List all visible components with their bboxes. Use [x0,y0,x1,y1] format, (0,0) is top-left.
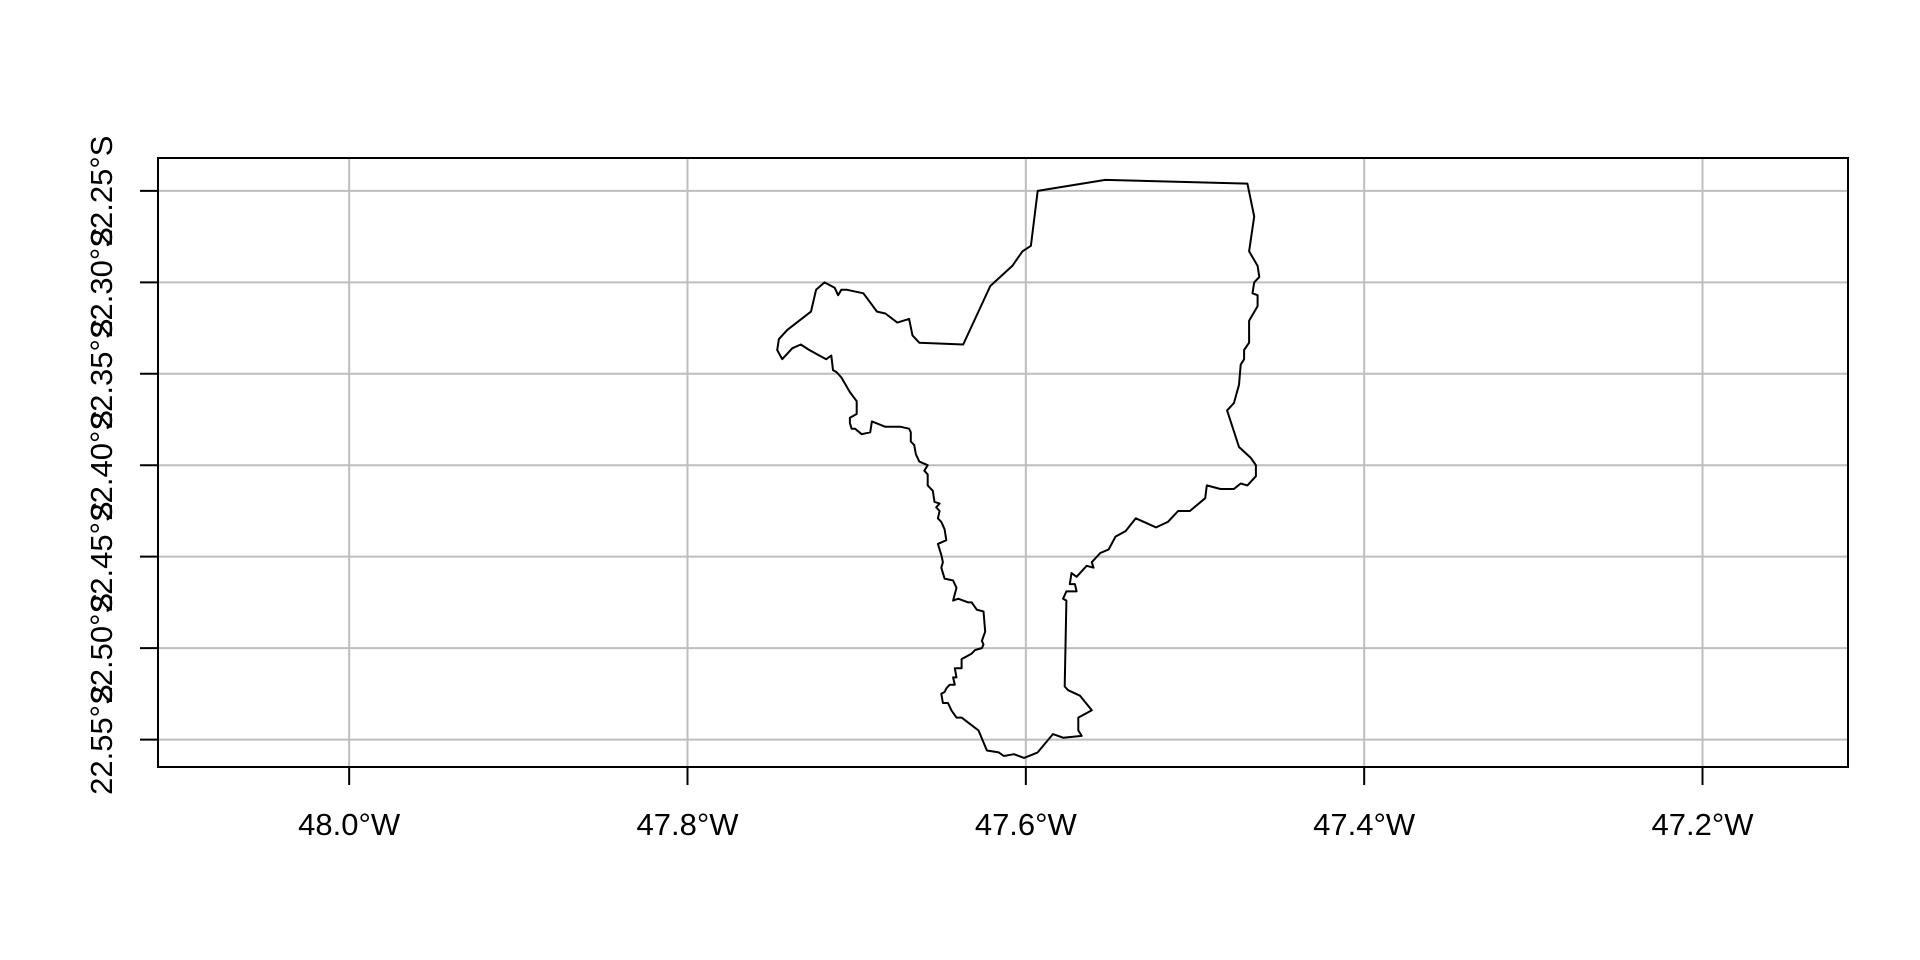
grid-lines [158,158,1848,767]
x-tick-label: 47.6°W [975,807,1078,842]
municipality-boundary [776,178,1261,759]
x-tick-label: 48.0°W [298,807,401,842]
plot-frame [157,157,1849,768]
axis-ticks: 48.0°W 47.8°W 47.6°W 47.4°W 47.2°W22.25°S22.… [84,136,1754,842]
y-tick-label: 22.35°S [84,318,119,429]
x-tick-label: 47.2°W [1652,807,1755,842]
y-tick-label: 22.30°S [84,227,119,338]
y-tick-label: 22.50°S [84,593,119,704]
y-tick-label: 22.45°S [84,501,119,612]
y-tick-label: 22.40°S [84,410,119,521]
x-tick-label: 47.4°W [1313,807,1416,842]
y-tick-label: 22.25°S [84,136,119,247]
y-tick-label: 22.55°S [84,684,119,795]
x-tick-label: 47.8°W [636,807,739,842]
